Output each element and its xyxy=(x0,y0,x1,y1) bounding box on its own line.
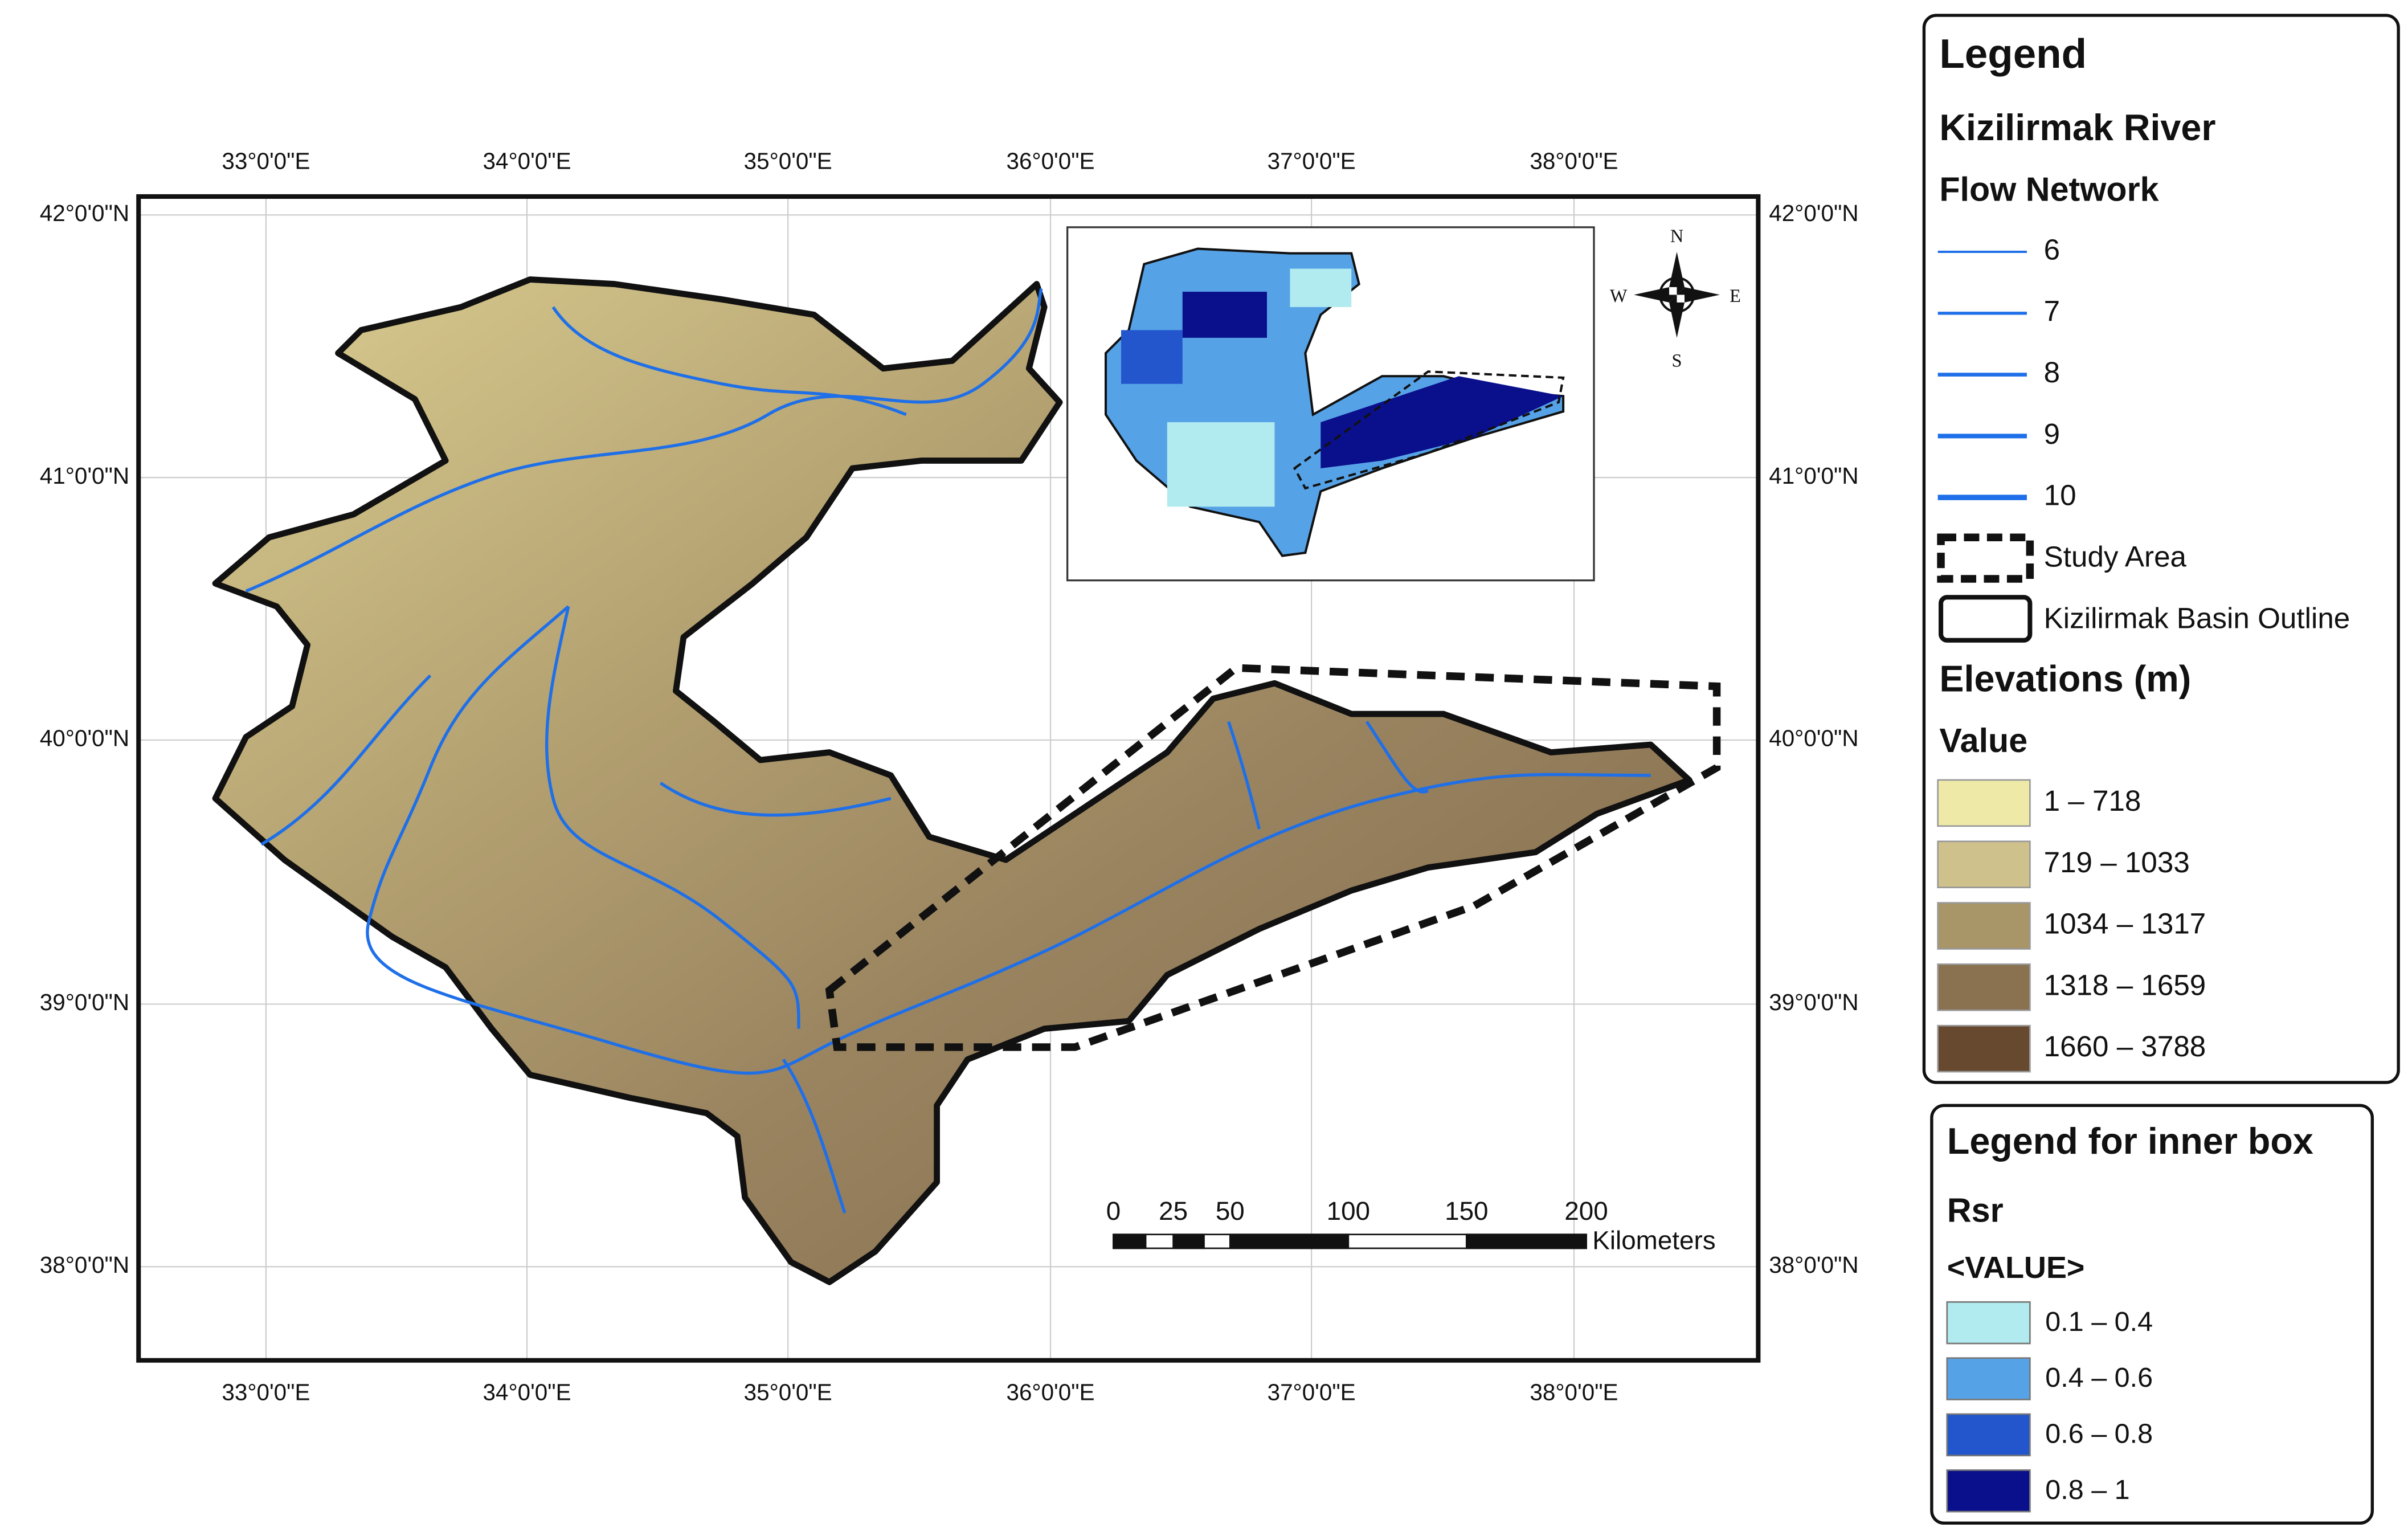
elev-swatch xyxy=(1937,963,2031,1011)
flow-label: 6 xyxy=(2044,233,2060,265)
lon-label-bottom: 35°0'0"E xyxy=(744,1379,832,1406)
basin-swatch xyxy=(1939,595,2033,643)
rivers xyxy=(245,288,1651,1214)
lat-label-right: 41°0'0"N xyxy=(1769,463,1858,489)
compass-n: N xyxy=(1670,226,1683,246)
elev-swatch xyxy=(1937,902,2031,950)
legend-box xyxy=(1922,14,2400,1084)
scale-label: 25 xyxy=(1159,1196,1188,1226)
scale-label: 50 xyxy=(1216,1196,1245,1226)
lon-label-top: 35°0'0"E xyxy=(744,148,832,174)
lat-label-left: 40°0'0"N xyxy=(40,725,129,751)
lon-label-bottom: 38°0'0"E xyxy=(1530,1379,1618,1406)
compass-e: E xyxy=(1730,285,1741,306)
compass: N E S W xyxy=(1610,226,1741,370)
inset-map xyxy=(1105,247,1565,557)
legend-elev-title: Elevations (m) xyxy=(1939,658,2191,700)
lon-label-top: 37°0'0"E xyxy=(1268,148,1356,174)
map-frame xyxy=(136,194,1761,1363)
lon-label-bottom: 34°0'0"E xyxy=(483,1379,571,1406)
study-area-label: Study Area xyxy=(2044,540,2187,573)
rsr-swatch xyxy=(1946,1357,2031,1400)
rsr-swatch xyxy=(1946,1301,2031,1345)
elev-label: 719 – 1033 xyxy=(2044,846,2190,879)
rsr-swatch xyxy=(1946,1469,2031,1513)
flow-label: 8 xyxy=(2044,356,2060,389)
inner-legend-field: <VALUE> xyxy=(1947,1251,2085,1285)
legend-value: Value xyxy=(1939,721,2027,759)
lon-label-bottom: 33°0'0"E xyxy=(222,1379,310,1406)
compass-w: W xyxy=(1610,285,1628,306)
scale-unit: Kilometers xyxy=(1592,1226,1715,1255)
compass-s: S xyxy=(1672,350,1682,370)
elev-label: 1 – 718 xyxy=(2044,785,2141,817)
lat-label-left: 42°0'0"N xyxy=(40,200,129,226)
rsr-label: 0.8 – 1 xyxy=(2045,1474,2129,1505)
lat-label-left: 39°0'0"N xyxy=(40,989,129,1015)
scale-label: 200 xyxy=(1564,1196,1608,1226)
legend-flow-title: Flow Network xyxy=(1939,170,2159,209)
legend-title: Legend xyxy=(1939,31,2087,77)
lon-label-top: 34°0'0"E xyxy=(483,148,571,174)
flow-label: 9 xyxy=(2044,418,2060,450)
flow-label: 7 xyxy=(2044,295,2060,327)
lat-label-left: 41°0'0"N xyxy=(40,463,129,489)
basin-label: Kizilirmak Basin Outline xyxy=(2044,602,2350,634)
inner-legend-title: Legend for inner box xyxy=(1947,1120,2313,1162)
scale-label: 0 xyxy=(1106,1196,1121,1226)
rsr-swatch xyxy=(1946,1413,2031,1457)
lon-label-bottom: 37°0'0"E xyxy=(1268,1379,1356,1406)
elev-swatch xyxy=(1937,840,2031,889)
scale-label: 150 xyxy=(1445,1196,1488,1226)
scale-bar xyxy=(1113,1233,1587,1249)
lat-label-right: 42°0'0"N xyxy=(1769,200,1858,226)
rsr-label: 0.1 – 0.4 xyxy=(2045,1306,2153,1337)
elev-swatch xyxy=(1937,1024,2031,1073)
study-area-swatch xyxy=(1937,533,2034,583)
lon-label-bottom: 36°0'0"E xyxy=(1006,1379,1094,1406)
inner-legend-box xyxy=(1930,1104,2374,1525)
lon-label-top: 36°0'0"E xyxy=(1006,148,1094,174)
rsr-label: 0.6 – 0.8 xyxy=(2045,1419,2153,1449)
flow-label: 10 xyxy=(2044,479,2076,512)
rsr-label: 0.4 – 0.6 xyxy=(2045,1362,2153,1393)
study-area xyxy=(825,664,1721,1051)
elev-swatch xyxy=(1937,779,2031,827)
lon-label-top: 38°0'0"E xyxy=(1530,148,1618,174)
elev-label: 1660 – 3788 xyxy=(2044,1030,2206,1063)
lat-label-right: 39°0'0"N xyxy=(1769,989,1858,1015)
scale-label: 100 xyxy=(1327,1196,1370,1226)
elev-label: 1034 – 1317 xyxy=(2044,908,2206,940)
lat-label-right: 40°0'0"N xyxy=(1769,725,1858,751)
inner-legend-name: Rsr xyxy=(1947,1191,2004,1229)
elev-label: 1318 – 1659 xyxy=(2044,969,2206,1001)
lon-label-top: 33°0'0"E xyxy=(222,148,310,174)
lat-label-left: 38°0'0"N xyxy=(40,1252,129,1278)
legend-river: Kizilirmak River xyxy=(1939,107,2215,148)
lat-label-right: 38°0'0"N xyxy=(1769,1252,1858,1278)
basin xyxy=(212,276,1692,1285)
